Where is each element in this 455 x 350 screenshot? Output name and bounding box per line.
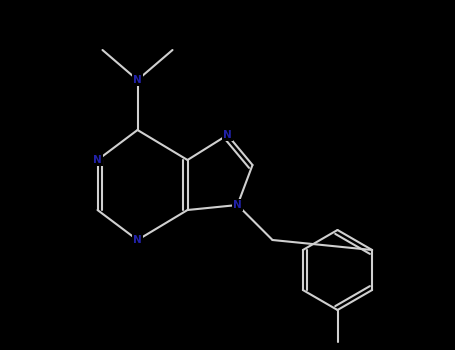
Text: N: N bbox=[133, 235, 142, 245]
Text: N: N bbox=[133, 75, 142, 85]
Text: N: N bbox=[93, 155, 102, 165]
Text: N: N bbox=[223, 130, 232, 140]
Text: N: N bbox=[233, 200, 242, 210]
